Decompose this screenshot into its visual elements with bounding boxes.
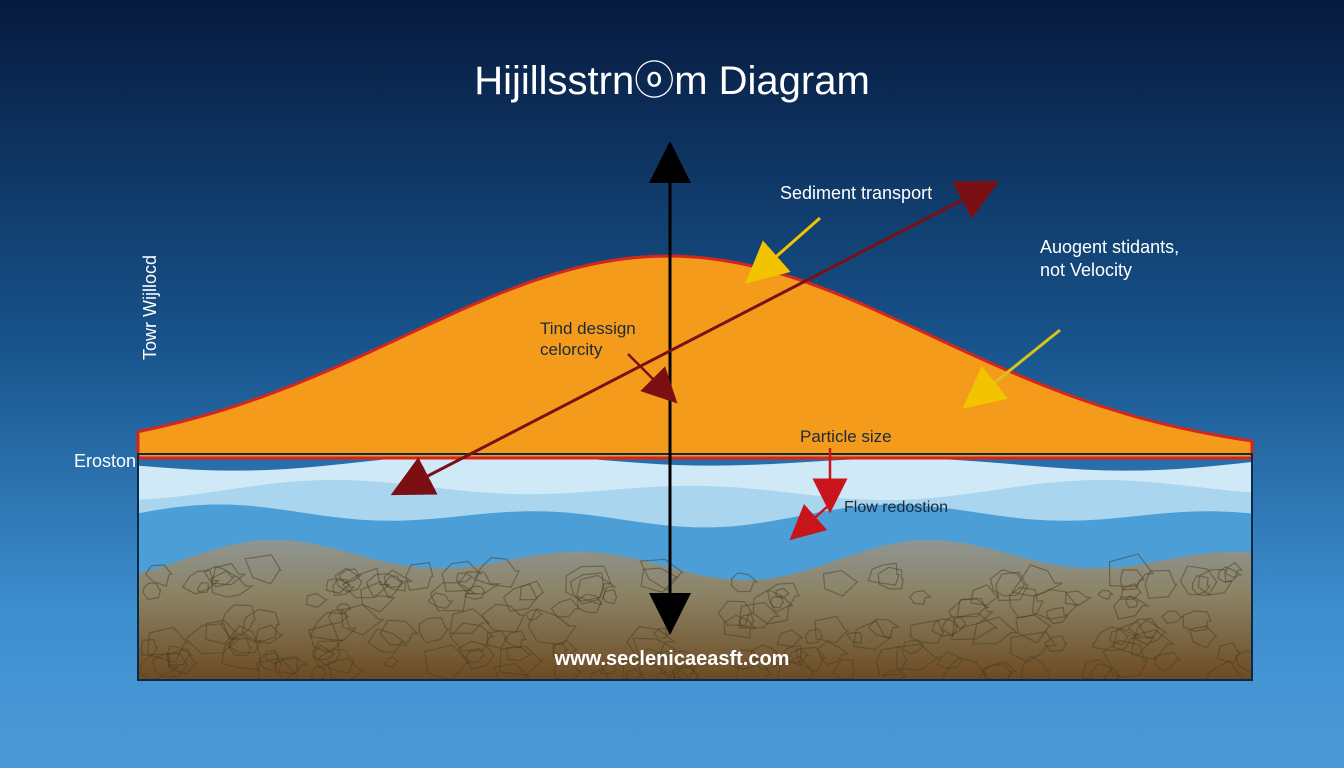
y-axis-label: Towr Wijllocd — [140, 255, 161, 360]
diagram-title: Hijillsstrnⓞm Diagram — [0, 48, 1344, 106]
erosion-label: Eroston — [74, 450, 136, 473]
particle-size-label: Particle size — [800, 426, 892, 447]
diagram-stage: Hijillsstrnⓞm Diagram Towr Wijllocd Eros… — [0, 0, 1344, 768]
augent-label: Auogent stidants, not Velocity — [1040, 236, 1179, 281]
watermark-text: www.seclenicaeasft.com — [0, 648, 1344, 671]
flow-label: Flow redostion — [844, 498, 948, 518]
tind-label: Tind dessign celorcity — [540, 318, 636, 361]
sediment-transport-label: Sediment transport — [780, 182, 932, 205]
